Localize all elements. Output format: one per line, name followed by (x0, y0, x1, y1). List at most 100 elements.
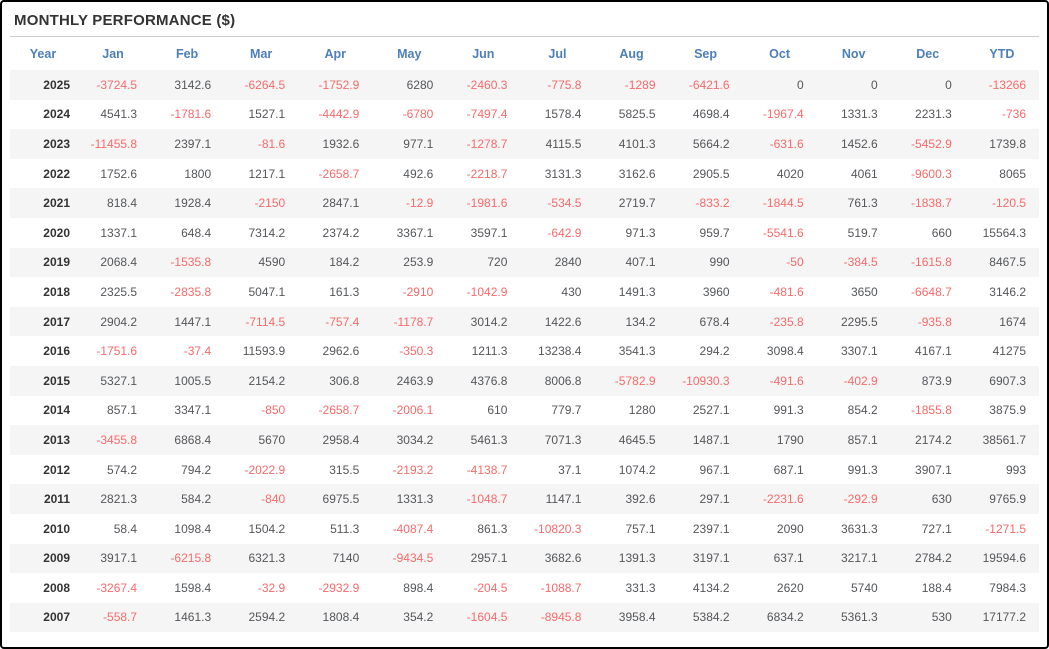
year-cell-2009: 2009 (43, 551, 70, 566)
cell-2007-apr: 1808.4 (322, 610, 360, 625)
cell-2017-oct: -235.8 (769, 314, 804, 329)
cell-2020-nov: 519.7 (847, 225, 878, 240)
cell-2022-feb: 1800 (184, 166, 212, 181)
cell-2010-dec: 727.1 (921, 521, 952, 536)
cell-2007-ytd: 17177.2 (982, 610, 1026, 625)
cell-2011-apr: 6975.5 (322, 492, 360, 507)
table-row-2015: 2015 5327.1 1005.5 2154.2 306.8 2463.9 4376.8 8… (10, 365, 1039, 396)
cell-2016-mar: 11593.9 (242, 344, 286, 359)
cell-2022-jul: 3131.3 (544, 166, 582, 181)
cell-2015-ytd: 6907.3 (989, 373, 1026, 388)
cell-2016-apr: 2962.6 (322, 344, 360, 359)
cell-2007-jun: -1604.5 (466, 610, 508, 625)
cell-2011-mar: -840 (261, 492, 286, 507)
cell-2023-oct: -631.6 (769, 136, 804, 151)
cell-2021-sep: -833.2 (695, 196, 730, 211)
cell-2022-jun: -2218.7 (466, 166, 508, 181)
column-header-sep: Sep (694, 46, 717, 61)
cell-2017-mar: -7114.5 (245, 314, 286, 329)
cell-2023-jul: 4115.5 (545, 136, 582, 151)
cell-2020-jul: -642.9 (547, 225, 582, 240)
cell-2013-ytd: 38561.7 (982, 432, 1026, 447)
table-row-2010: 2010 58.4 1098.4 1504.2 511.3 -4087.4 861.3 -10… (10, 513, 1039, 544)
cell-2020-apr: 2374.2 (322, 225, 360, 240)
cell-2017-jan: 2904.2 (100, 314, 138, 329)
cell-2025-mar: -6264.5 (244, 77, 286, 92)
cell-2012-nov: 991.3 (847, 462, 878, 477)
year-cell-2021: 2021 (43, 196, 70, 211)
column-header-jan: Jan (102, 46, 124, 61)
column-header-aug: Aug (619, 46, 644, 61)
cell-2015-jan: 5327.1 (100, 373, 138, 388)
table-row-2023: 2023 -11455.8 2397.1 -81.6 1932.6 977.1 -1278.… (10, 129, 1039, 159)
cell-2016-jun: 1211.3 (471, 344, 508, 359)
cell-2024-apr: -4442.9 (318, 107, 360, 122)
table-row-2019: 2019 2068.4 -1535.8 4590 184.2 253.9 720 2840 40… (10, 247, 1039, 278)
cell-2021-feb: 1928.4 (174, 196, 212, 211)
cell-2007-jan: -558.7 (103, 610, 138, 625)
cell-2024-feb: -1781.6 (170, 107, 212, 122)
cell-2013-nov: 857.1 (847, 432, 878, 447)
table-row-2025: 2025 -3724.5 3142.6 -6264.5 -1752.9 6280 -2460… (10, 70, 1039, 100)
cell-2025-may: 6280 (406, 77, 434, 92)
cell-2014-apr: -2658.7 (318, 403, 360, 418)
cell-2022-mar: 1217.1 (248, 166, 286, 181)
cell-2025-dec: 0 (945, 77, 952, 92)
cell-2014-jun: 610 (487, 403, 508, 418)
cell-2025-ytd: -13266 (988, 77, 1026, 92)
cell-2011-may: 1331.3 (396, 492, 434, 507)
year-cell-2025: 2025 (43, 77, 70, 92)
cell-2019-nov: -384.5 (843, 255, 878, 270)
cell-2009-feb: -6215.8 (170, 551, 212, 566)
cell-2023-mar: -81.6 (257, 136, 286, 151)
column-header-apr: Apr (324, 46, 346, 61)
cell-2022-jan: 1752.6 (100, 166, 138, 181)
cell-2009-jan: 3917.1 (100, 551, 138, 566)
cell-2013-jun: 5461.3 (470, 432, 508, 447)
cell-2021-jun: -1981.6 (466, 196, 508, 211)
cell-2010-may: -4087.4 (392, 521, 434, 536)
cell-2024-dec: 2231.3 (915, 107, 952, 122)
cell-2023-sep: 5664.2 (692, 136, 730, 151)
cell-2019-sep: 990 (709, 255, 730, 270)
cell-2020-ytd: 15564.3 (982, 225, 1026, 240)
cell-2011-jul: 1147.1 (545, 492, 582, 507)
cell-2010-oct: 2090 (776, 521, 804, 536)
cell-2010-ytd: -1271.5 (985, 521, 1026, 536)
cell-2008-oct: 2620 (776, 580, 804, 595)
cell-2023-nov: 1452.6 (840, 136, 878, 151)
cell-2016-may: -350.3 (399, 344, 434, 359)
table-row-2013: 2013 -3455.8 6868.4 5670 2958.4 3034.2 5461.3 7… (10, 425, 1039, 455)
cell-2014-jan: 857.1 (107, 403, 138, 418)
cell-2011-sep: 297.1 (699, 492, 730, 507)
cell-2017-sep: 678.4 (699, 314, 730, 329)
year-cell-2007: 2007 (43, 610, 70, 625)
cell-2018-jan: 2325.5 (100, 284, 138, 299)
monthly-performance-table: Year Jan Feb Mar Apr May Jun Jul Aug Sep Oct Nov Dec… (10, 37, 1039, 633)
cell-2009-mar: 6321.3 (248, 551, 286, 566)
cell-2022-dec: -9600.3 (911, 166, 952, 181)
cell-2024-jul: 1578.4 (544, 107, 582, 122)
cell-2014-sep: 2527.1 (692, 403, 730, 418)
cell-2011-feb: 584.2 (181, 492, 212, 507)
column-header-jun: Jun (472, 46, 495, 61)
cell-2021-jan: 818.4 (107, 196, 138, 211)
cell-2014-dec: -1855.8 (911, 403, 952, 418)
cell-2017-feb: 1447.1 (174, 314, 212, 329)
table-row-2008: 2008 -3267.4 1598.4 -32.9 -2932.9 898.4 -204.5… (10, 573, 1039, 603)
cell-2011-nov: -292.9 (843, 492, 878, 507)
cell-2016-aug: 3541.3 (618, 344, 656, 359)
cell-2013-sep: 1487.1 (692, 432, 730, 447)
cell-2018-aug: 1491.3 (618, 284, 656, 299)
table-row-2014: 2014 857.1 3347.1 -850 -2658.7 -2006.1 610 779.… (10, 395, 1039, 426)
cell-2018-oct: -481.6 (769, 284, 804, 299)
column-header-mar: Mar (250, 46, 273, 61)
cell-2016-oct: 3098.4 (766, 344, 804, 359)
cell-2018-feb: -2835.8 (170, 284, 212, 299)
column-header-year: Year (29, 46, 57, 61)
cell-2015-aug: -5782.9 (614, 373, 656, 388)
cell-2023-may: 977.1 (403, 136, 434, 151)
cell-2017-nov: 2295.5 (840, 314, 878, 329)
cell-2010-jun: 861.3 (477, 521, 508, 536)
table-row-2020: 2020 1337.1 648.4 7314.2 2374.2 3367.1 3597.1 -… (10, 217, 1039, 248)
